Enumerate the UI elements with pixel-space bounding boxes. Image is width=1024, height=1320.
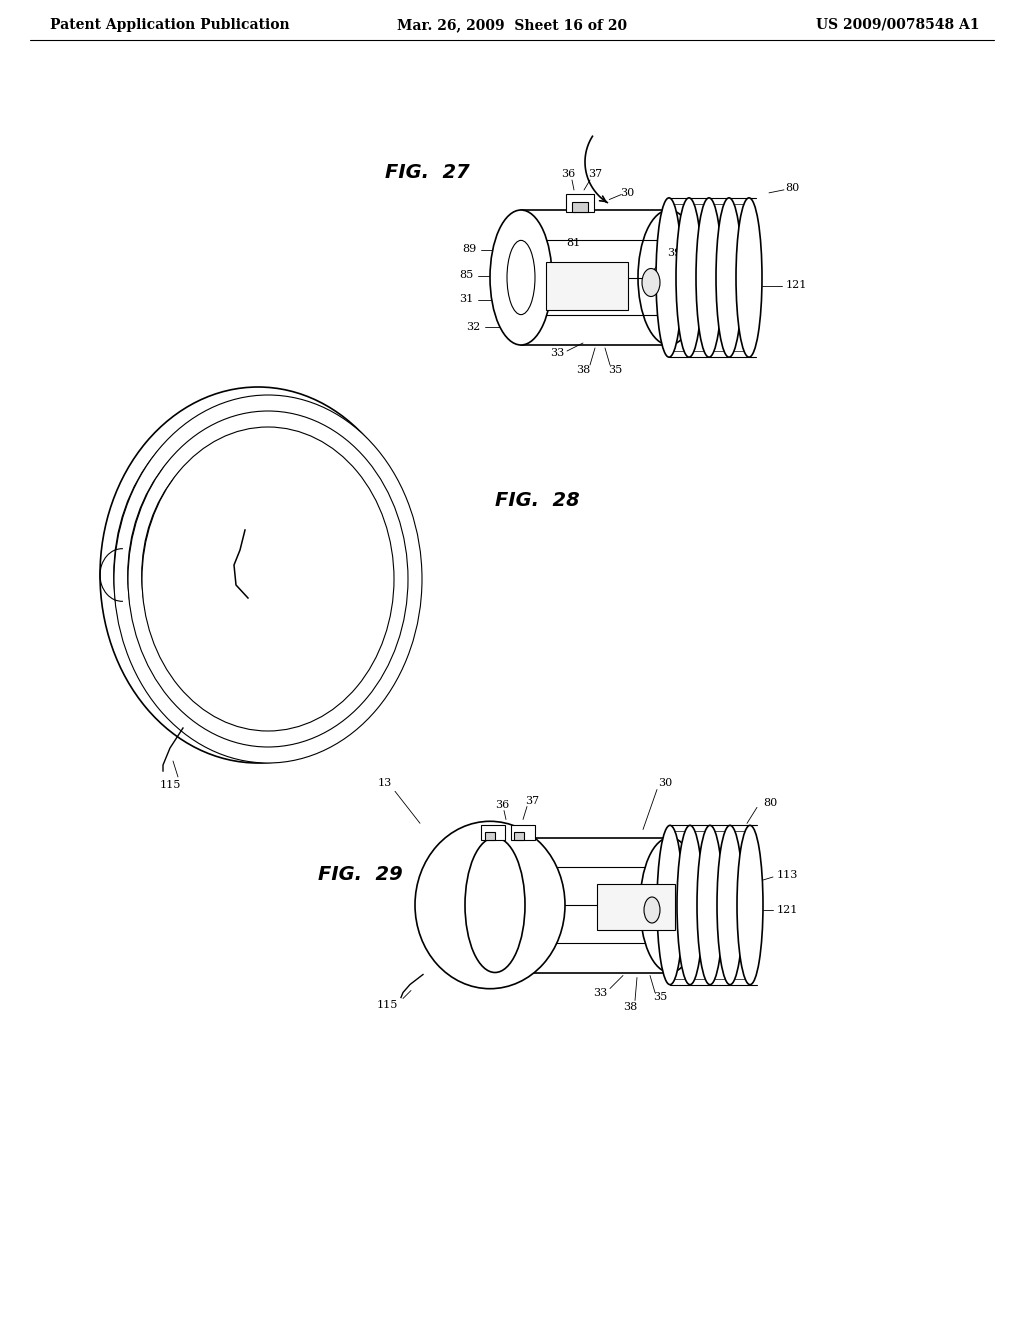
Text: FIG.  28: FIG. 28 xyxy=(495,491,580,510)
Text: 39: 39 xyxy=(667,248,681,257)
Ellipse shape xyxy=(507,240,535,314)
Text: 35: 35 xyxy=(653,993,667,1002)
Bar xyxy=(514,832,524,840)
Ellipse shape xyxy=(142,426,394,731)
Text: 36: 36 xyxy=(495,800,509,809)
Text: 30: 30 xyxy=(657,777,672,788)
Text: 32: 32 xyxy=(438,953,453,964)
Ellipse shape xyxy=(142,436,374,715)
Bar xyxy=(481,825,505,840)
Text: 32: 32 xyxy=(466,322,480,333)
Ellipse shape xyxy=(638,210,700,345)
Ellipse shape xyxy=(490,210,552,345)
Bar xyxy=(546,261,628,309)
Ellipse shape xyxy=(114,403,402,747)
Text: 37: 37 xyxy=(525,796,539,805)
Text: 115: 115 xyxy=(376,999,397,1010)
Text: 39: 39 xyxy=(671,878,685,888)
Ellipse shape xyxy=(657,825,683,985)
Text: 13: 13 xyxy=(143,612,157,623)
Text: 89: 89 xyxy=(462,244,476,255)
Text: 113: 113 xyxy=(207,554,228,565)
Text: 34: 34 xyxy=(580,281,594,290)
Ellipse shape xyxy=(128,418,388,731)
Text: 36: 36 xyxy=(561,169,575,180)
Text: 31: 31 xyxy=(430,928,444,939)
Text: 80: 80 xyxy=(784,183,799,193)
Bar xyxy=(572,202,588,213)
Ellipse shape xyxy=(640,837,700,973)
Bar xyxy=(566,194,594,213)
Text: Patent Application Publication: Patent Application Publication xyxy=(50,18,290,32)
Text: 38: 38 xyxy=(575,366,590,375)
Text: Mar. 26, 2009  Sheet 16 of 20: Mar. 26, 2009 Sheet 16 of 20 xyxy=(397,18,627,32)
Text: 37: 37 xyxy=(588,169,602,180)
Ellipse shape xyxy=(128,411,408,747)
Ellipse shape xyxy=(656,198,682,358)
Ellipse shape xyxy=(737,825,763,985)
Ellipse shape xyxy=(114,395,422,763)
Text: 80: 80 xyxy=(763,799,777,808)
Ellipse shape xyxy=(697,825,723,985)
Ellipse shape xyxy=(736,198,762,358)
Ellipse shape xyxy=(717,825,743,985)
Bar xyxy=(511,825,535,840)
Text: 89: 89 xyxy=(430,862,444,873)
Text: 31: 31 xyxy=(459,294,473,305)
Text: 81: 81 xyxy=(566,238,581,248)
Ellipse shape xyxy=(716,198,742,358)
Text: 33: 33 xyxy=(593,987,607,998)
Text: US 2009/0078548 A1: US 2009/0078548 A1 xyxy=(816,18,980,32)
Text: 33: 33 xyxy=(550,348,564,358)
Ellipse shape xyxy=(429,837,531,973)
Ellipse shape xyxy=(676,198,702,358)
Text: 34: 34 xyxy=(629,902,643,912)
Bar xyxy=(485,832,495,840)
Text: 35: 35 xyxy=(608,366,623,375)
Text: 121: 121 xyxy=(776,906,798,915)
Text: 85: 85 xyxy=(430,906,444,915)
Ellipse shape xyxy=(100,387,416,763)
Text: 30: 30 xyxy=(621,187,635,198)
Text: 85: 85 xyxy=(459,271,473,281)
Bar xyxy=(597,884,675,931)
Text: 115: 115 xyxy=(160,780,180,789)
Ellipse shape xyxy=(642,268,660,297)
Text: FIG.  27: FIG. 27 xyxy=(385,162,470,181)
Text: 121: 121 xyxy=(785,281,807,290)
Ellipse shape xyxy=(415,821,565,989)
Text: 13: 13 xyxy=(378,779,392,788)
Text: 113: 113 xyxy=(776,870,798,880)
Ellipse shape xyxy=(465,837,525,973)
Ellipse shape xyxy=(422,829,548,981)
Ellipse shape xyxy=(696,198,722,358)
Text: FIG.  29: FIG. 29 xyxy=(318,866,402,884)
Ellipse shape xyxy=(644,898,660,923)
Ellipse shape xyxy=(677,825,703,985)
Text: 38: 38 xyxy=(623,1002,637,1012)
